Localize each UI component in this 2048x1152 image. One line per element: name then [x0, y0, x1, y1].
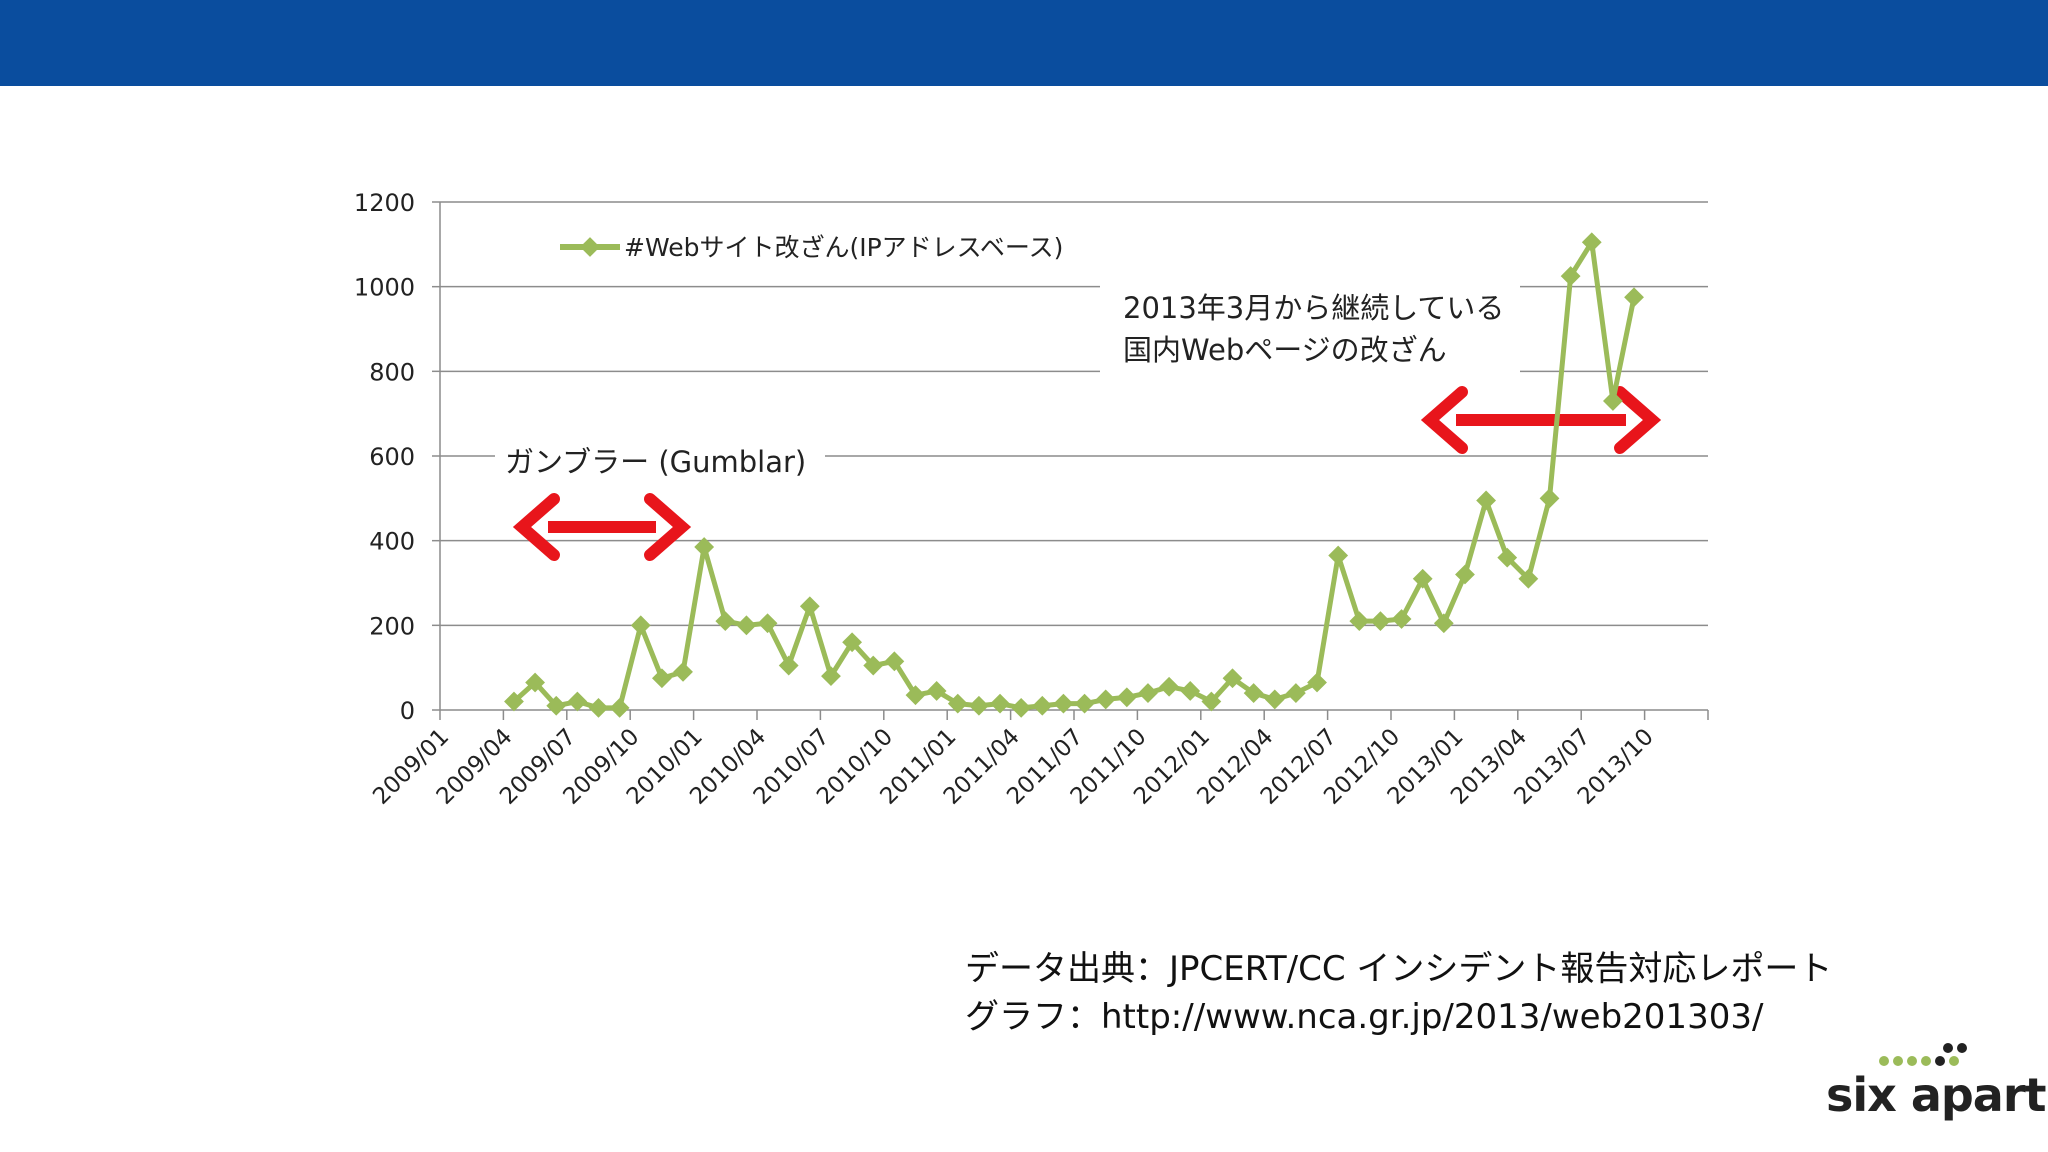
gumblar-range-arrow: [512, 493, 692, 561]
data-point: [1433, 613, 1454, 634]
gumblar-label: ガンブラー (Gumblar): [505, 445, 806, 479]
domestic-range-arrow: [1420, 386, 1662, 454]
data-point: [1053, 693, 1074, 714]
data-point: [588, 697, 609, 718]
data-point: [821, 666, 841, 687]
ytick-label: 0: [400, 697, 415, 725]
data-point: [1201, 691, 1222, 712]
data-point: [1370, 611, 1391, 631]
data-point: [1328, 545, 1349, 566]
data-point: [1074, 693, 1095, 714]
data-point: [1032, 695, 1053, 716]
data-point: [947, 693, 968, 714]
data-point: [736, 615, 757, 636]
data-point: [1011, 697, 1032, 718]
data-point: [1412, 568, 1433, 589]
data-point: [567, 691, 588, 712]
data-point: [630, 615, 651, 636]
data-point: [1518, 568, 1539, 589]
data-point: [905, 685, 926, 706]
data-point: [799, 596, 820, 617]
data-point: [1391, 609, 1412, 629]
data-point: [1307, 672, 1327, 693]
data-point: [1581, 232, 1602, 253]
domestic-label-bg: [1100, 280, 1520, 376]
data-point: [609, 697, 630, 718]
data-point: [842, 632, 862, 653]
annotations: ガンブラー (Gumblar) 2013年3月から継続している国内Webページの改…: [495, 280, 1662, 561]
line-chart: 0 200 400 600 800 1000 1200 2009/012009/042009…: [354, 189, 1709, 810]
data-source-note: データ出典：JPCERT/CC インシデント報告対応レポート グラフ：http:…: [965, 945, 1832, 1041]
data-point: [546, 695, 567, 716]
data-point: [715, 611, 736, 631]
ytick-label: 600: [369, 443, 415, 471]
six-apart-logo: six apart: [1826, 1038, 2047, 1128]
logo-text: six apart: [1826, 1068, 2047, 1122]
data-point: [1159, 676, 1179, 697]
data-point: [1116, 687, 1137, 708]
ytick-label: 1200: [354, 189, 415, 217]
data-point: [1138, 683, 1158, 703]
data-point: [1222, 668, 1243, 689]
data-point: [1095, 689, 1116, 710]
ytick-label: 800: [369, 358, 415, 386]
data-point: [1539, 488, 1560, 509]
domestic-label-line2: 国内Webページの改ざん: [1123, 333, 1447, 367]
data-point: [778, 655, 799, 676]
data-point: [1624, 287, 1644, 308]
data-point: [863, 655, 884, 676]
data-point: [1455, 564, 1475, 585]
data-point: [1243, 683, 1264, 703]
legend-label: #Webサイト改ざん(IPアドレスベース): [624, 233, 1063, 262]
data-point: [1476, 490, 1496, 511]
y-axis-ticks: 0 200 400 600 800 1000 1200: [354, 189, 440, 725]
data-point: [757, 613, 778, 634]
legend-bg: [552, 226, 1072, 268]
data-point: [926, 681, 947, 701]
data-point: [1560, 266, 1581, 286]
legend: #Webサイト改ざん(IPアドレスベース): [552, 226, 1072, 268]
data-point: [504, 691, 524, 712]
x-axis-ticks: 2009/012009/042009/072009/102010/012010/…: [368, 710, 1709, 810]
ytick-label: 200: [369, 612, 415, 640]
data-point: [1180, 681, 1201, 701]
data-point: [1497, 547, 1518, 568]
data-point: [969, 695, 989, 716]
ytick-label: 1000: [354, 274, 415, 302]
series-line: [512, 239, 1637, 711]
gumblar-label-bg: [495, 438, 825, 484]
source-line: データ出典：JPCERT/CC インシデント報告対応レポート: [965, 949, 1833, 989]
header-bar: [0, 0, 2048, 86]
domestic-label-line1: 2013年3月から継続している: [1123, 291, 1504, 325]
data-point: [652, 668, 672, 689]
data-point: [884, 651, 905, 672]
data-point: [990, 693, 1010, 714]
logo-dots-icon: [1879, 1043, 1967, 1066]
data-point: [694, 537, 715, 557]
data-point: [1286, 683, 1306, 703]
data-point: [525, 672, 545, 693]
data-point: [1349, 611, 1370, 631]
data-point: [1264, 689, 1285, 710]
graph-url-line: グラフ：http://www.nca.gr.jp/2013/web201303/: [965, 997, 1764, 1037]
ytick-label: 400: [369, 528, 415, 556]
chart-area: 0 200 400 600 800 1000 1200 2009/01 2009/04 2009…: [354, 189, 1709, 810]
data-point: [1603, 391, 1623, 411]
series-webuite-kaizan: [504, 232, 1644, 718]
data-point: [673, 662, 693, 682]
